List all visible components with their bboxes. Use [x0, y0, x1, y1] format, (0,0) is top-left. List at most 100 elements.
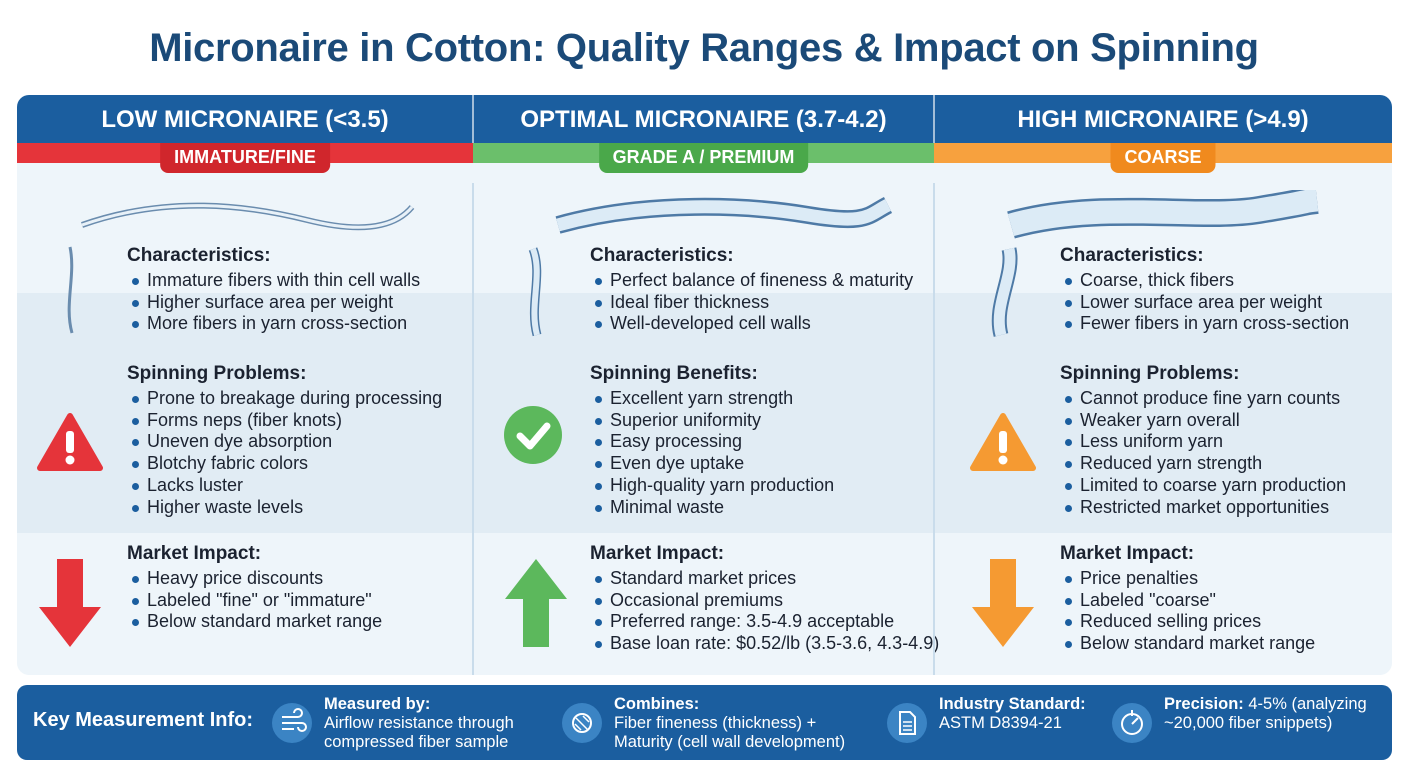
list-item: Labeled "fine" or "immature": [127, 590, 382, 612]
airflow-icon: [272, 703, 312, 743]
list-item: Restricted market opportunities: [1060, 497, 1346, 519]
item-line: Maturity (cell wall development): [614, 733, 846, 751]
list-item: Weaker yarn overall: [1060, 410, 1346, 432]
item-title: Measured by:: [324, 695, 431, 713]
section-title: Market Impact:: [1060, 543, 1195, 564]
list-item: Less uniform yarn: [1060, 431, 1346, 453]
list-item: Lacks luster: [127, 475, 442, 497]
list-item: Prone to breakage during processing: [127, 388, 442, 410]
section-title: Spinning Problems:: [1060, 363, 1240, 384]
list-item: Immature fibers with thin cell walls: [127, 270, 420, 292]
list-item: Below standard market range: [127, 611, 382, 633]
arrow-up-icon: [503, 557, 569, 654]
characteristics-section: Characteristics: Immature fibers with thi…: [127, 245, 420, 335]
grade-badge: COARSE: [1110, 143, 1216, 173]
list-item: Fewer fibers in yarn cross-section: [1060, 313, 1349, 335]
list-item: Even dye uptake: [590, 453, 834, 475]
document-icon: [887, 703, 927, 743]
list-item: Labeled "coarse": [1060, 590, 1315, 612]
item-line: Airflow resistance through: [324, 714, 514, 732]
divider: [472, 95, 474, 143]
column-heading: HIGH MICRONAIRE (>4.9): [1017, 106, 1309, 133]
warning-triangle-icon: [37, 413, 103, 476]
list-item: Higher waste levels: [127, 497, 442, 519]
spinning-band: [17, 293, 1392, 533]
item-title: Precision:: [1164, 695, 1244, 713]
item-line: 4-5% (analyzing: [1243, 695, 1367, 713]
market-section: Market Impact: Heavy price discounts Label…: [127, 543, 382, 633]
market-section: Market Impact: Price penalties Labeled "co…: [1060, 543, 1315, 655]
grade-badge: GRADE A / PREMIUM: [598, 143, 809, 173]
list-item: More fibers in yarn cross-section: [127, 313, 420, 335]
list-item: Blotchy fabric colors: [127, 453, 442, 475]
header-band: [17, 95, 1392, 143]
characteristics-section: Characteristics: Coarse, thick fibers Lowe…: [1060, 245, 1349, 335]
section-title: Characteristics:: [127, 245, 271, 266]
list-item: Easy processing: [590, 431, 834, 453]
fiber-illustration-icon: [77, 195, 417, 240]
list-item: Lower surface area per weight: [1060, 292, 1349, 314]
list-item: Base loan rate: $0.52/lb (3.5-3.6, 4.3-4…: [590, 633, 939, 655]
column-optimal: OPTIMAL MICRONAIRE (3.7-4.2) GRADE A / P…: [473, 95, 939, 675]
arrow-down-icon: [37, 557, 103, 654]
list-item: Minimal waste: [590, 497, 834, 519]
list-item: Reduced yarn strength: [1060, 453, 1346, 475]
column-heading: LOW MICRONAIRE (<3.5): [101, 106, 389, 133]
fiber-strand-icon: [989, 245, 1023, 345]
list-item: Price penalties: [1060, 568, 1315, 590]
item-line: Fiber fineness (thickness) +: [614, 714, 817, 732]
list-item: Perfect balance of fineness & maturity: [590, 270, 913, 292]
page-title: Micronaire in Cotton: Quality Ranges & I…: [149, 26, 1259, 70]
check-circle-icon: [503, 405, 563, 470]
section-title: Market Impact:: [590, 543, 725, 564]
grade-badge: IMMATURE/FINE: [160, 143, 330, 173]
column-heading: OPTIMAL MICRONAIRE (3.7-4.2): [520, 106, 887, 133]
divider: [933, 95, 935, 143]
list-item: Standard market prices: [590, 568, 939, 590]
comparison-panel: LOW MICRONAIRE (<3.5) IMMATURE/FINE Char…: [17, 95, 1392, 675]
fiber-bundle-icon: [562, 703, 602, 743]
list-item: Preferred range: 3.5-4.9 acceptable: [590, 611, 939, 633]
market-section: Market Impact: Standard market prices Occa…: [590, 543, 939, 655]
column-high: HIGH MICRONAIRE (>4.9) COARSE Characteri…: [934, 95, 1392, 675]
divider: [472, 183, 474, 675]
list-item: Well-developed cell walls: [590, 313, 913, 335]
list-item: High-quality yarn production: [590, 475, 834, 497]
fiber-illustration-icon: [999, 186, 1329, 250]
divider: [933, 183, 935, 675]
section-title: Spinning Problems:: [127, 363, 307, 384]
key-measurement-bar: Key Measurement Info: Measured by: Airflo…: [17, 685, 1392, 760]
section-title: Characteristics:: [1060, 245, 1204, 266]
list-item: Ideal fiber thickness: [590, 292, 913, 314]
warning-triangle-icon: [970, 413, 1036, 476]
spinning-section: Spinning Benefits: Excellent yarn strengt…: [590, 363, 834, 518]
list-item: Coarse, thick fibers: [1060, 270, 1349, 292]
section-title: Market Impact:: [127, 543, 262, 564]
item-line: compressed fiber sample: [324, 733, 509, 751]
section-title: Spinning Benefits:: [590, 363, 758, 384]
list-item: Occasional premiums: [590, 590, 939, 612]
list-item: Below standard market range: [1060, 633, 1315, 655]
precision-target-icon: [1112, 703, 1152, 743]
spinning-section: Spinning Problems: Prone to breakage duri…: [127, 363, 442, 518]
spinning-section: Spinning Problems: Cannot produce fine ya…: [1060, 363, 1346, 518]
characteristics-section: Characteristics: Perfect balance of finen…: [590, 245, 913, 335]
item-title: Combines:: [614, 695, 700, 713]
list-item: Uneven dye absorption: [127, 431, 442, 453]
item-line: ~20,000 fiber snippets): [1164, 714, 1333, 732]
list-item: Reduced selling prices: [1060, 611, 1315, 633]
list-item: Forms neps (fiber knots): [127, 410, 442, 432]
footer-label: Key Measurement Info:: [33, 709, 254, 731]
item-title: Industry Standard:: [939, 695, 1086, 713]
list-item: Cannot produce fine yarn counts: [1060, 388, 1346, 410]
fiber-illustration-icon: [548, 195, 898, 250]
fiber-strand-icon: [525, 245, 549, 345]
list-item: Higher surface area per weight: [127, 292, 420, 314]
fiber-strand-icon: [62, 245, 82, 340]
arrow-down-icon: [970, 557, 1036, 654]
list-item: Superior uniformity: [590, 410, 834, 432]
item-line: ASTM D8394-21: [939, 714, 1062, 732]
list-item: Excellent yarn strength: [590, 388, 834, 410]
section-title: Characteristics:: [590, 245, 734, 266]
column-low: LOW MICRONAIRE (<3.5) IMMATURE/FINE Char…: [17, 95, 473, 675]
